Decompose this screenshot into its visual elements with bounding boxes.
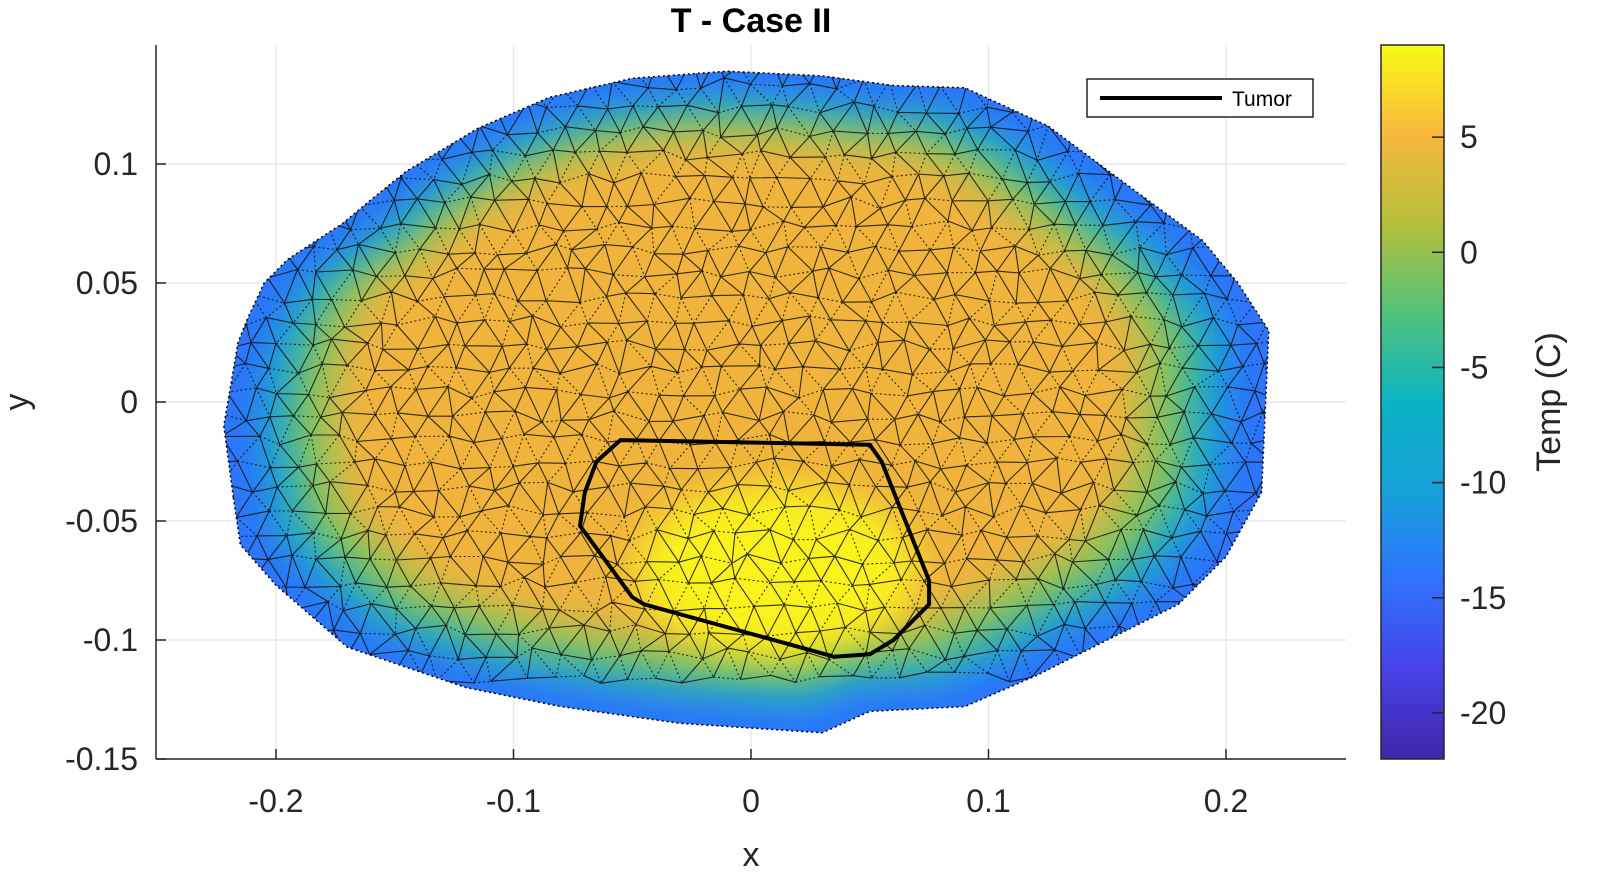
colorbar-tick-label: 5 (1460, 119, 1478, 155)
colorbar-tick-label: -15 (1460, 580, 1506, 616)
y-tick-label: -0.05 (65, 503, 138, 539)
colorbar: 5 0 -5 -10 -15 -20 Temp (C) (1380, 44, 1568, 760)
temperature-field (223, 71, 1269, 733)
colorbar-tick-label: 0 (1460, 234, 1478, 270)
x-axis-ticks: -0.2 -0.1 0 0.1 0.2 (248, 749, 1248, 819)
y-tick-label: 0.1 (94, 146, 138, 182)
x-tick-label: 0.2 (1204, 783, 1248, 819)
colorbar-gradient (1380, 44, 1445, 760)
colorbar-tick-label: -10 (1460, 465, 1506, 501)
y-tick-label: 0 (120, 384, 138, 420)
colorbar-ticks: 5 0 -5 -10 -15 -20 (1432, 119, 1506, 731)
y-axis-ticks: 0.1 0.05 0 -0.05 -0.1 -0.15 (65, 146, 166, 777)
y-tick-label: 0.05 (76, 265, 138, 301)
x-tick-label: 0.1 (966, 783, 1010, 819)
x-axis-label: x (743, 836, 760, 874)
x-tick-label: 0 (742, 783, 760, 819)
y-tick-label: -0.1 (83, 622, 138, 658)
x-tick-label: -0.2 (248, 783, 303, 819)
legend-entry-tumor: Tumor (1232, 88, 1292, 111)
colorbar-label: Temp (C) (1530, 332, 1568, 472)
plot-axes: -0.2 -0.1 0 0.1 0.2 0.1 0.05 0 -0.05 -0.1 -0.15 T… (65, 45, 1346, 819)
y-axis-label: y (0, 394, 36, 411)
x-tick-label: -0.1 (486, 783, 541, 819)
y-tick-label: -0.15 (65, 741, 138, 777)
chart-title: T - Case II (671, 2, 832, 40)
colorbar-tick-label: -20 (1460, 695, 1506, 731)
colorbar-tick-label: -5 (1460, 349, 1488, 385)
tumor-boundary-line (578, 438, 932, 659)
legend: Tumor (1086, 78, 1314, 118)
